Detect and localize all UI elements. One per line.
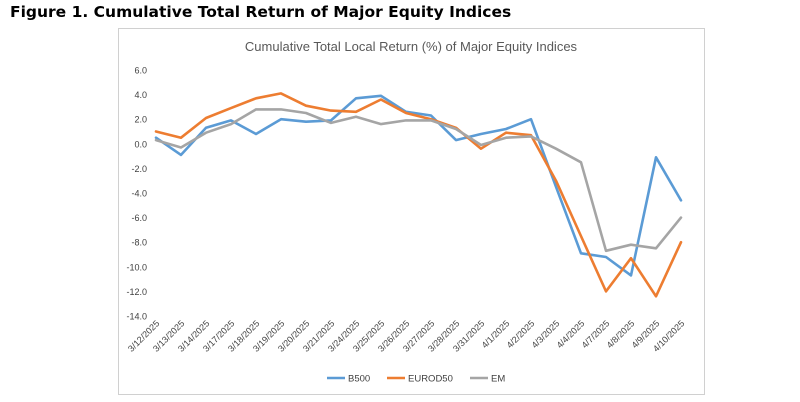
series-lines [154, 92, 683, 298]
y-tick-label: -8.0 [131, 238, 147, 248]
x-axis-labels: 3/12/20253/13/20253/14/20253/17/20253/18… [126, 318, 686, 353]
legend: B500 EUROD50 EM [327, 374, 505, 385]
legend-label-b500: B500 [348, 374, 370, 385]
chart-title: Cumulative Total Local Return (%) of Maj… [245, 39, 578, 54]
y-tick-label: -12.0 [126, 287, 147, 297]
y-tick-label: -14.0 [126, 312, 147, 322]
y-tick-label: -10.0 [126, 262, 147, 272]
y-tick-label: 2.0 [134, 115, 147, 125]
series-line-em [154, 108, 683, 253]
legend-label-eurod50: EUROD50 [408, 374, 453, 385]
y-tick-label: 6.0 [134, 66, 147, 76]
y-tick-label: 0.0 [134, 139, 147, 149]
y-tick-label: -2.0 [131, 164, 147, 174]
legend-label-em: EM [491, 374, 505, 385]
y-tick-label: -6.0 [131, 213, 147, 223]
figure-caption: Figure 1. Cumulative Total Return of Maj… [10, 3, 512, 21]
series-line-b500 [154, 94, 683, 277]
y-tick-label: 4.0 [134, 90, 147, 100]
y-tick-label: -4.0 [131, 189, 147, 199]
series-line-eurod50 [154, 92, 683, 298]
chart-frame [118, 28, 705, 395]
y-axis-labels: 6.0 4.0 2.0 0.0 -2.0 -4.0 -6.0 -8.0 -10.0 -12.0 -1… [126, 66, 147, 322]
